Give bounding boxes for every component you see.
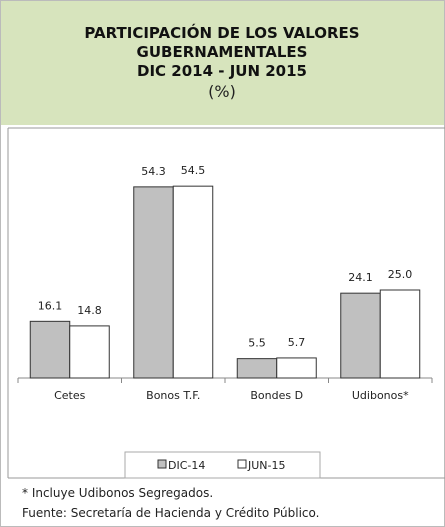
x-tick-label: Bonos T.F. (146, 389, 200, 402)
x-tick-label: Cetes (54, 389, 86, 402)
bar (236, 358, 278, 379)
data-label: 14.8 (77, 304, 102, 317)
bar (133, 186, 174, 379)
footnote: * Incluye Udibonos Segregados. (22, 486, 213, 500)
data-label: 24.1 (348, 271, 373, 284)
x-tick-label: Udibonos* (352, 389, 409, 402)
data-label: 5.7 (288, 336, 306, 349)
x-tick-label: Bondes D (250, 389, 303, 402)
legend-swatch (237, 459, 247, 469)
chart-title: PARTICIPACIÓN DE LOS VALORES (84, 23, 359, 42)
footnote: Fuente: Secretaría de Hacienda y Crédito… (22, 506, 319, 520)
chart-subtitle: (%) (208, 82, 236, 101)
header-background (0, 0, 445, 125)
bar (172, 185, 214, 379)
data-label: 54.3 (141, 165, 166, 178)
data-label: 16.1 (38, 299, 63, 312)
legend-swatch (157, 459, 167, 469)
chart-title: GUBERNAMENTALES (137, 43, 308, 61)
data-label: 25.0 (388, 268, 413, 281)
legend-label: JUN-15 (247, 459, 286, 472)
data-label: 5.5 (248, 337, 266, 350)
legend-label: DIC-14 (168, 459, 205, 472)
data-label: 54.5 (181, 164, 206, 177)
bar (276, 357, 317, 379)
bar (379, 289, 421, 379)
bar (340, 292, 381, 379)
legend-box (124, 451, 321, 479)
bar (69, 325, 110, 379)
chart-title: DIC 2014 - JUN 2015 (137, 62, 307, 80)
bar (29, 320, 71, 379)
